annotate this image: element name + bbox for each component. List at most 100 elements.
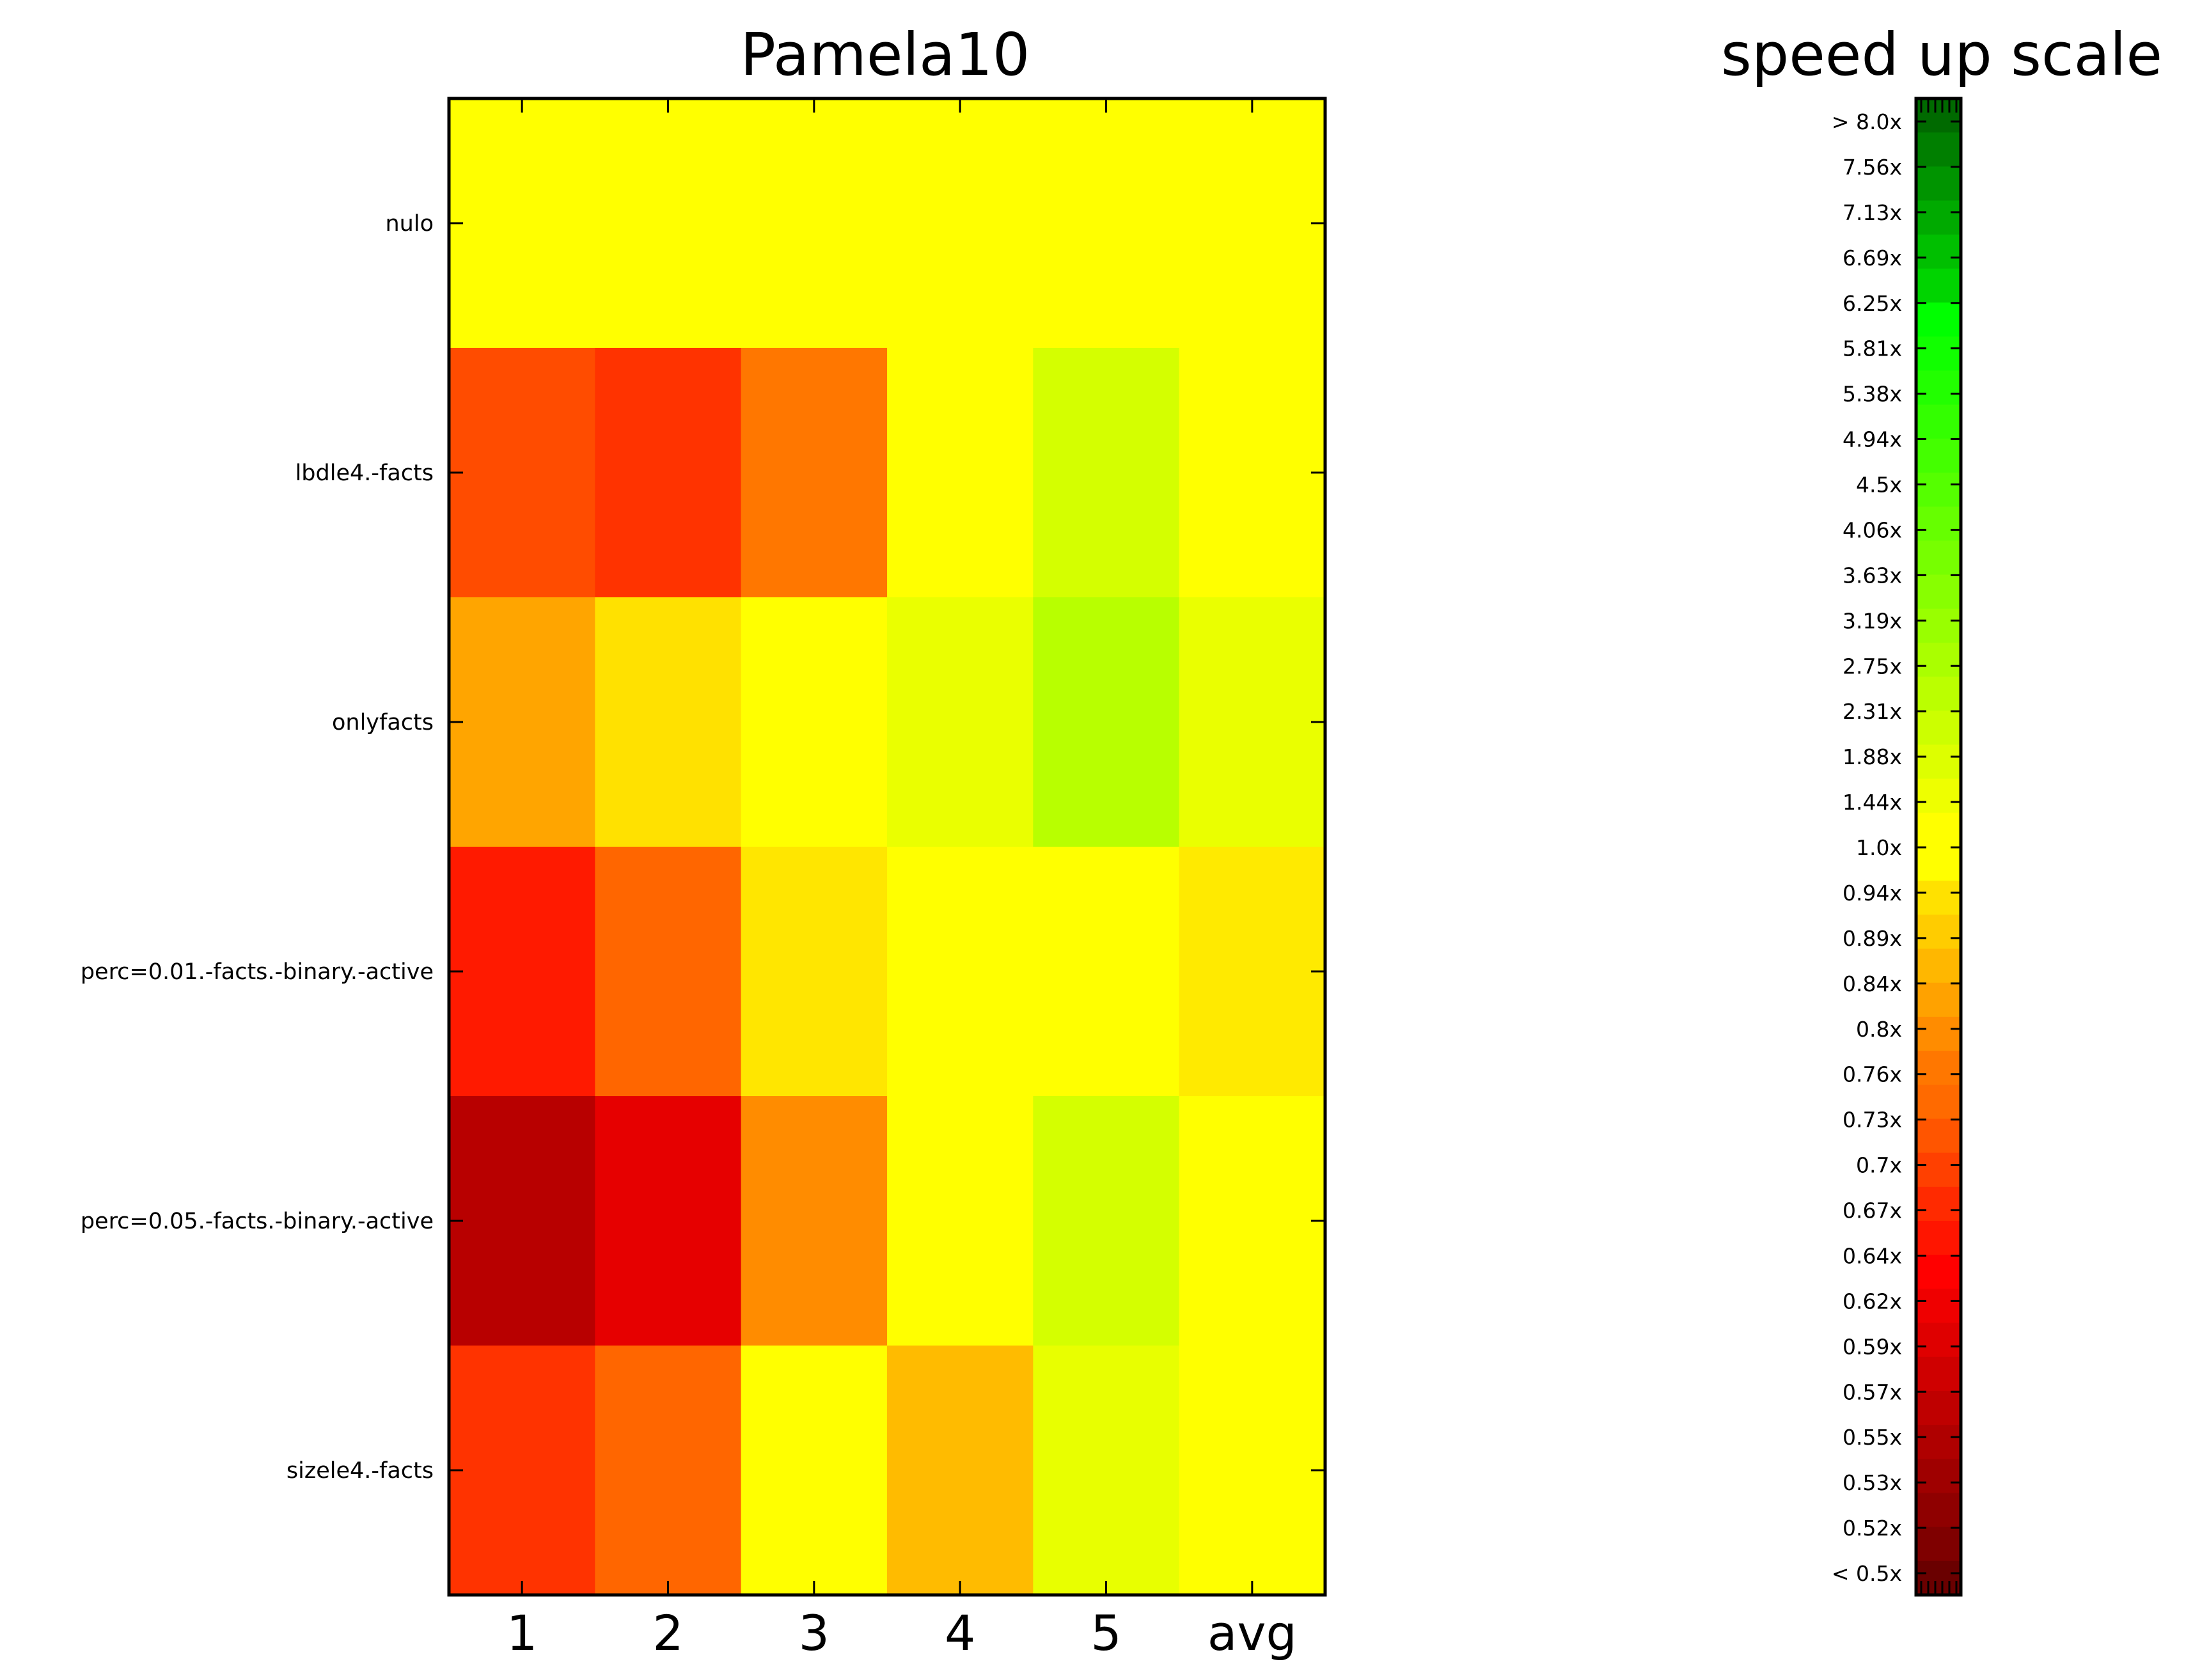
colorbar-label: 5.38x	[1843, 382, 1902, 407]
colorbar-label: 1.44x	[1843, 790, 1902, 815]
column-label: 3	[799, 1605, 829, 1661]
colorbar-segment	[1916, 1289, 1961, 1324]
colorbar-label: 6.69x	[1843, 246, 1902, 271]
column-label: avg	[1207, 1605, 1297, 1661]
heatmap-cell	[1033, 847, 1180, 1097]
colorbar-segment	[1916, 1323, 1961, 1358]
colorbar-segments	[1916, 98, 1961, 1596]
heatmap-cell	[1179, 348, 1326, 598]
heatmap-cell	[1033, 597, 1180, 847]
colorbar-segment	[1916, 438, 1961, 473]
heatmap-cell	[1033, 348, 1180, 598]
colorbar-segment	[1916, 1560, 1961, 1596]
colorbar-segment	[1916, 1356, 1961, 1392]
heatmap-cell	[449, 847, 595, 1097]
colorbar-segment	[1916, 302, 1961, 337]
colorbar-segment	[1916, 1051, 1961, 1085]
heatmap-cell	[1179, 1096, 1326, 1346]
heatmap-cell	[595, 1346, 742, 1596]
heatmap-cell	[595, 348, 742, 598]
heatmap-cell	[1033, 1346, 1180, 1596]
colorbar-segment	[1916, 812, 1961, 847]
colorbar-ticks	[1916, 98, 1961, 1595]
colorbar-segment	[1916, 132, 1961, 167]
colorbar-title: speed up scale	[1721, 20, 2162, 89]
heatmap-cell	[595, 1096, 742, 1346]
heatmap-cell	[449, 348, 595, 598]
heatmap-cell	[449, 98, 595, 349]
row-label: onlyfacts	[332, 710, 434, 735]
colorbar-label: 7.13x	[1843, 200, 1902, 225]
colorbar-segment	[1916, 1119, 1961, 1154]
row-label: lbdle4.-facts	[295, 460, 434, 486]
column-label: 1	[507, 1605, 537, 1661]
colorbar-label: 7.56x	[1843, 155, 1902, 180]
heatmap-cell	[887, 847, 1034, 1097]
colorbar-segment	[1916, 948, 1961, 984]
heatmap-ticks	[449, 98, 1325, 1595]
column-label: 4	[945, 1605, 975, 1661]
heatmap-cell	[449, 1346, 595, 1596]
heatmap-cell	[741, 1346, 888, 1596]
row-label: perc=0.05.-facts.-binary.-active	[81, 1209, 434, 1234]
colorbar-segment	[1916, 881, 1961, 915]
column-labels: 1 2 3 4 5 avg	[507, 1605, 1297, 1661]
colorbar-segment	[1916, 1527, 1961, 1562]
colorbar-segment	[1916, 1186, 1961, 1221]
colorbar-segment	[1916, 1016, 1961, 1051]
colorbar-segment	[1916, 1085, 1961, 1120]
colorbar-segment	[1916, 710, 1961, 746]
colorbar-segment	[1916, 847, 1961, 881]
colorbar-segment	[1916, 98, 1961, 133]
chart-title: Pamela10	[741, 20, 1030, 89]
heatmap-cell	[595, 98, 742, 349]
heatmap-cell	[887, 1346, 1034, 1596]
colorbar-segment	[1916, 404, 1961, 439]
colorbar-label: 0.8x	[1856, 1017, 1902, 1042]
colorbar-labels: > 8.0x 7.56x 7.13x 6.69x 6.25x 5.81x 5.38x 4.94…	[1832, 109, 1902, 1586]
colorbar-segment	[1916, 608, 1961, 643]
colorbar-label: 6.25x	[1843, 291, 1902, 316]
heatmap-cells	[449, 98, 1326, 1596]
heatmap-cell	[887, 597, 1034, 847]
colorbar-label: 3.63x	[1843, 563, 1902, 588]
column-label: 5	[1090, 1605, 1121, 1661]
colorbar-label: 0.89x	[1843, 926, 1902, 951]
colorbar-label: 0.84x	[1843, 971, 1902, 996]
heatmap-cell	[741, 597, 888, 847]
heatmap-cell	[887, 98, 1034, 349]
colorbar-segment	[1916, 1459, 1961, 1494]
colorbar-label: 0.57x	[1843, 1379, 1902, 1404]
heatmap-cell	[595, 847, 742, 1097]
colorbar-segment	[1916, 1255, 1961, 1289]
colorbar-label: 2.31x	[1843, 699, 1902, 724]
colorbar-segment	[1916, 778, 1961, 813]
colorbar-label: 0.7x	[1856, 1153, 1902, 1178]
colorbar-segment	[1916, 574, 1961, 609]
colorbar-label: 0.76x	[1843, 1062, 1902, 1087]
heatmap-cell	[449, 597, 595, 847]
colorbar-label: > 8.0x	[1832, 109, 1902, 134]
colorbar-label: 1.0x	[1856, 835, 1902, 860]
colorbar-label: 2.75x	[1843, 654, 1902, 679]
row-labels: nulo lbdle4.-facts onlyfacts perc=0.01.-fac…	[81, 211, 434, 1484]
heatmap-cell	[741, 1096, 888, 1346]
colorbar-label: 0.94x	[1843, 881, 1902, 906]
column-label: 2	[652, 1605, 683, 1661]
colorbar-label: 5.81x	[1843, 336, 1902, 361]
colorbar-segment	[1916, 234, 1961, 269]
colorbar-segment	[1916, 1493, 1961, 1528]
colorbar-segment	[1916, 1152, 1961, 1188]
colorbar-segment	[1916, 744, 1961, 780]
heatmap-cell	[1033, 1096, 1180, 1346]
colorbar-segment	[1916, 1221, 1961, 1255]
colorbar-label: 0.62x	[1843, 1289, 1902, 1314]
colorbar-label: 4.5x	[1856, 473, 1902, 498]
colorbar-label: 1.88x	[1843, 744, 1902, 769]
colorbar-segment	[1916, 982, 1961, 1017]
colorbar-segment	[1916, 370, 1961, 405]
row-label: nulo	[385, 211, 434, 237]
colorbar-segment	[1916, 506, 1961, 541]
heatmap-cell	[1033, 98, 1180, 349]
heatmap-cell	[741, 847, 888, 1097]
